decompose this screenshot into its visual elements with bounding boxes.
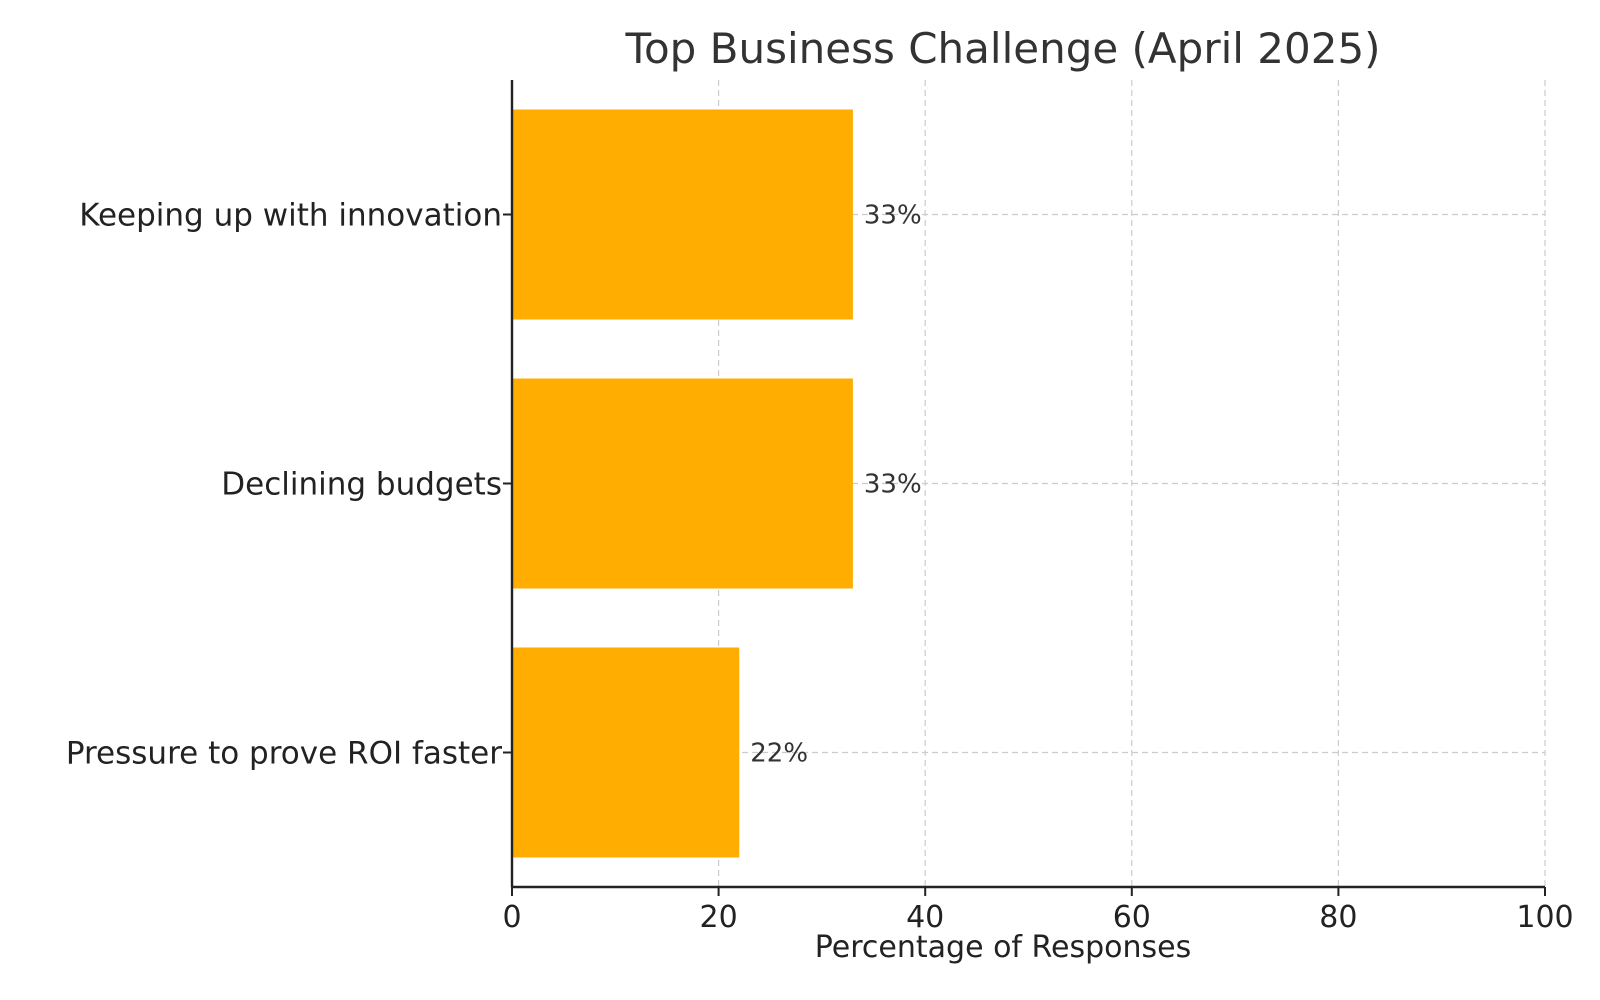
axis-ticks: 0 20 40 60 80 100 Keeping up with innovation De… [66,198,1574,936]
bar [512,647,740,858]
bar [512,109,853,320]
x-tick-label: 0 [502,900,521,935]
x-tick-label: 100 [1516,900,1573,935]
x-tick-label: 60 [1113,900,1151,935]
value-label: 33% [864,470,922,500]
data-labels: 33% 33% 22% [750,201,921,769]
x-tick-label: 80 [1319,900,1357,935]
category-label: Declining budgets [221,467,502,503]
value-label: 33% [864,201,922,231]
x-tick-label: 20 [700,900,738,935]
category-label: Pressure to prove ROI faster [66,736,502,772]
x-tick-label: 40 [906,900,944,935]
category-label: Keeping up with innovation [79,198,502,234]
bar [512,378,853,589]
x-axis-label: Percentage of Responses [815,930,1191,965]
chart-title: Top Business Challenge (April 2025) [624,24,1380,73]
value-label: 22% [750,739,808,769]
bar-series [512,109,853,858]
